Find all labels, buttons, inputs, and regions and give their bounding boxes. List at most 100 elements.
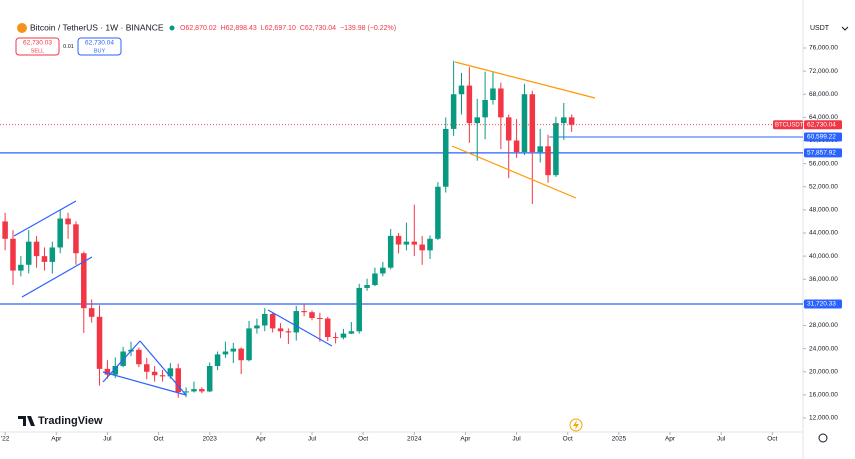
candle (419, 235, 425, 265)
candle-body (553, 123, 559, 176)
candle-body (537, 146, 543, 153)
candle-body (450, 94, 457, 129)
candle (545, 134, 551, 183)
candle (49, 241, 56, 274)
y-tick-label: 36,000.00 (809, 276, 838, 283)
price-tag-label: 62,730.04 (807, 121, 836, 128)
candle (25, 230, 32, 274)
candle (57, 209, 63, 254)
candle (521, 83, 528, 155)
candle-body (18, 264, 24, 271)
candle (191, 381, 197, 393)
candle (490, 71, 496, 105)
spread: 0.01 (63, 44, 74, 50)
candle-body (41, 256, 48, 262)
candle (214, 351, 221, 371)
candle-body (395, 235, 402, 245)
y-tick-label: 76,000.00 (809, 45, 838, 52)
candle (151, 365, 158, 382)
x-tick-label: 2023 (202, 436, 217, 443)
y-tick-label: 16,000.00 (809, 392, 838, 399)
candle-body (167, 368, 174, 377)
candle-body (458, 85, 465, 95)
candle (450, 60, 457, 136)
candle (348, 322, 355, 335)
candle-body (136, 349, 142, 365)
candle-body (498, 88, 504, 118)
x-tick-label: Oct (563, 436, 573, 443)
candle-body (324, 318, 331, 338)
candle-body (568, 117, 575, 125)
candle-body (545, 146, 551, 176)
candle-body (277, 328, 284, 332)
candle-body (10, 238, 16, 271)
y-tick-label: 12,000.00 (809, 415, 838, 422)
candle (143, 357, 150, 380)
candle-body (411, 241, 418, 245)
symbol-tag-label: BTCUSDT (775, 122, 804, 128)
buy-button[interactable] (77, 37, 122, 56)
candle (435, 182, 441, 240)
candle (81, 251, 87, 334)
candle (65, 212, 71, 239)
legend-value: H62,898.43 (221, 25, 257, 32)
price-tag-label: 57,857.92 (807, 150, 836, 157)
candle-body (419, 244, 425, 251)
trend-line (451, 145, 577, 199)
drawings (13, 61, 596, 396)
chart-title: Bitcoin / TetherUS · 1W · BINANCE (30, 22, 164, 32)
sell-price: 62,730.03 (23, 40, 52, 47)
price-tag (804, 132, 842, 142)
y-tick-label: 48,000.00 (809, 207, 838, 214)
candle (537, 128, 543, 163)
candle-body (482, 100, 488, 118)
candle-body (317, 317, 323, 319)
buy-label: BUY (94, 48, 106, 54)
candle (254, 318, 260, 334)
candle (561, 102, 567, 140)
candle (285, 328, 292, 345)
candle-body (238, 348, 244, 361)
sell-button[interactable] (15, 37, 60, 56)
candle (498, 82, 504, 150)
currency[interactable]: USDT (810, 25, 830, 32)
candle (238, 347, 244, 375)
candle (513, 119, 520, 158)
plot-area (0, 60, 803, 398)
trend-line (102, 340, 141, 383)
candle-body (262, 313, 268, 326)
legend-value: C62,730.04 (300, 25, 336, 32)
candle-body (199, 389, 205, 392)
candle (33, 235, 40, 268)
candle-body (340, 333, 347, 338)
x-tick-label: Jul (308, 436, 317, 443)
candle (442, 117, 449, 193)
symbol-icon (17, 23, 27, 33)
candle (120, 346, 126, 368)
y-tick-label: 56,000.00 (809, 160, 838, 167)
candle (505, 114, 512, 179)
candle (403, 222, 410, 251)
trend-line (102, 371, 187, 396)
candle-body (309, 312, 315, 318)
candle-body (293, 311, 300, 333)
price-tag (804, 299, 842, 309)
candle (269, 312, 276, 333)
candle-body (112, 365, 119, 375)
candle (246, 320, 252, 362)
candle (73, 221, 79, 265)
symbol-tag (773, 120, 803, 130)
candle (206, 362, 213, 392)
y-tick-label: 40,000.00 (809, 253, 838, 260)
candle-body (2, 221, 8, 239)
candle-body (49, 247, 56, 262)
candle (411, 204, 418, 257)
candle-body (143, 364, 150, 372)
x-tick-label: Apr (51, 436, 62, 443)
legend-value: L62,697.10 (261, 25, 296, 32)
trend-line (454, 61, 596, 99)
candle-body (435, 186, 441, 239)
settings-icon[interactable] (818, 433, 828, 443)
candle-body (505, 117, 512, 141)
buy-price: 62,730.04 (85, 40, 114, 47)
